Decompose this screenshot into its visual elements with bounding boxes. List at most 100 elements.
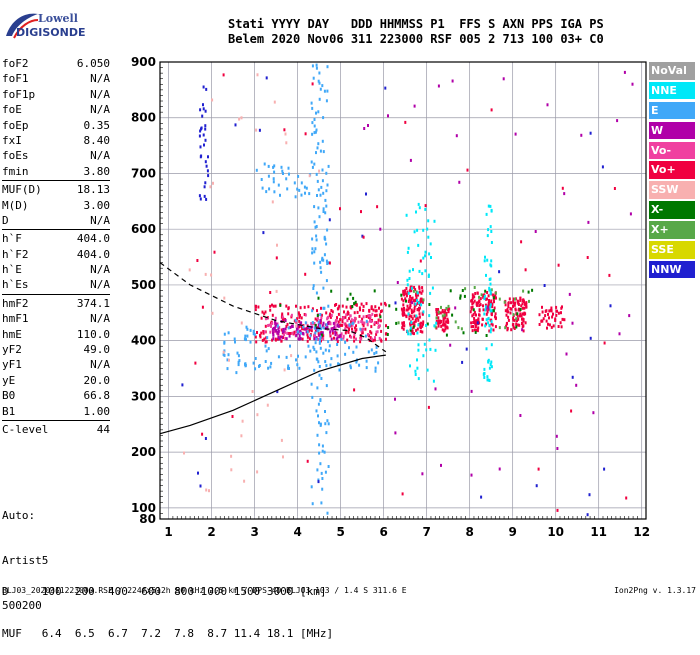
echo-point [379,338,382,342]
echo-point [494,325,497,329]
param-value: 404.0 [76,247,110,261]
echo-point [320,339,322,343]
echo-point [201,305,204,309]
echo-point [561,317,564,321]
echo-point [289,332,292,335]
echo-point [406,278,409,282]
param-value: 3.80 [83,164,111,178]
plot-frame [159,61,647,520]
echo-point [444,327,447,331]
echo-point [489,303,492,307]
echo-point [276,330,279,334]
echo-point [489,225,492,229]
echo-point [287,312,290,316]
echo-point [489,288,492,292]
echo-point [223,341,226,345]
echo-point [336,340,339,343]
echo-point [550,306,553,310]
echo-point [409,332,412,336]
echo-point [347,330,350,334]
echo-point [233,337,236,341]
echo-point [338,368,341,372]
echo-point [551,315,554,319]
echo-point [336,307,339,311]
echo-point [484,255,486,259]
echo-point [411,286,413,290]
echo-point [288,334,291,338]
echo-point [548,309,551,313]
echo-point [379,310,382,313]
echo-point [413,332,415,336]
echo-point [514,297,516,301]
echo-point [459,296,462,300]
echo-point [255,168,258,172]
echo-point [489,363,492,367]
echo-point [490,343,493,347]
echo-point [312,287,315,290]
echo-point [255,340,258,344]
echo-point [560,311,562,315]
echo-point [522,324,525,328]
echo-point [470,473,473,477]
echo-point [349,334,351,338]
echo-point [507,315,510,319]
legend-entry: NNE [649,81,695,100]
echo-point [406,283,409,287]
echo-point [411,301,414,305]
echo-point [198,134,201,138]
echo-point [439,311,442,315]
echo-point [271,303,273,307]
param-value: N/A [90,358,110,372]
echo-point [625,496,628,500]
echo-point [245,325,248,329]
echo-point [343,322,346,326]
echo-point [278,337,281,341]
header-labels: Stati YYYY DAY DDD HHMMSS P1 FFS S AXN P… [228,17,604,31]
echo-point [370,325,373,329]
echo-point [325,171,328,175]
param-separator [2,293,110,295]
echo-point [316,194,318,197]
echo-point [296,187,299,191]
echo-point [413,104,416,108]
param-name: foF1 [2,72,29,86]
echo-point [342,316,345,320]
echo-point [330,314,333,317]
echo-point [538,313,541,317]
echo-point [353,335,356,339]
echo-point [409,158,412,162]
echo-point [550,309,553,313]
echo-point [517,317,520,321]
echo-point [517,300,520,304]
echo-point [314,341,317,345]
echo-point [552,324,555,328]
echo-point [431,286,434,290]
echo-point [306,330,309,334]
echo-point [485,273,487,277]
echo-point [408,306,411,310]
param-row: foE N/A [2,102,110,117]
echo-point [488,286,491,290]
echo-point [337,324,340,328]
echo-point [204,181,207,185]
echo-point [311,121,314,125]
echo-point [299,337,302,340]
param-name: M(D) [2,198,29,212]
echo-point [498,297,501,301]
echo-point [609,304,612,308]
logo-line2: DIGISONDE [16,26,86,39]
echo-point [415,290,418,294]
echo-point [514,132,517,136]
echo-point [320,501,323,505]
echo-point [415,293,418,296]
echo-point [435,308,438,311]
echo-point [489,305,492,309]
echo-point [296,317,299,321]
echo-point [272,304,275,308]
echo-point [208,489,210,493]
echo-point [557,311,560,315]
echo-point [364,327,367,331]
echo-point [329,334,332,338]
echo-point [277,326,280,330]
echo-point [262,331,265,335]
